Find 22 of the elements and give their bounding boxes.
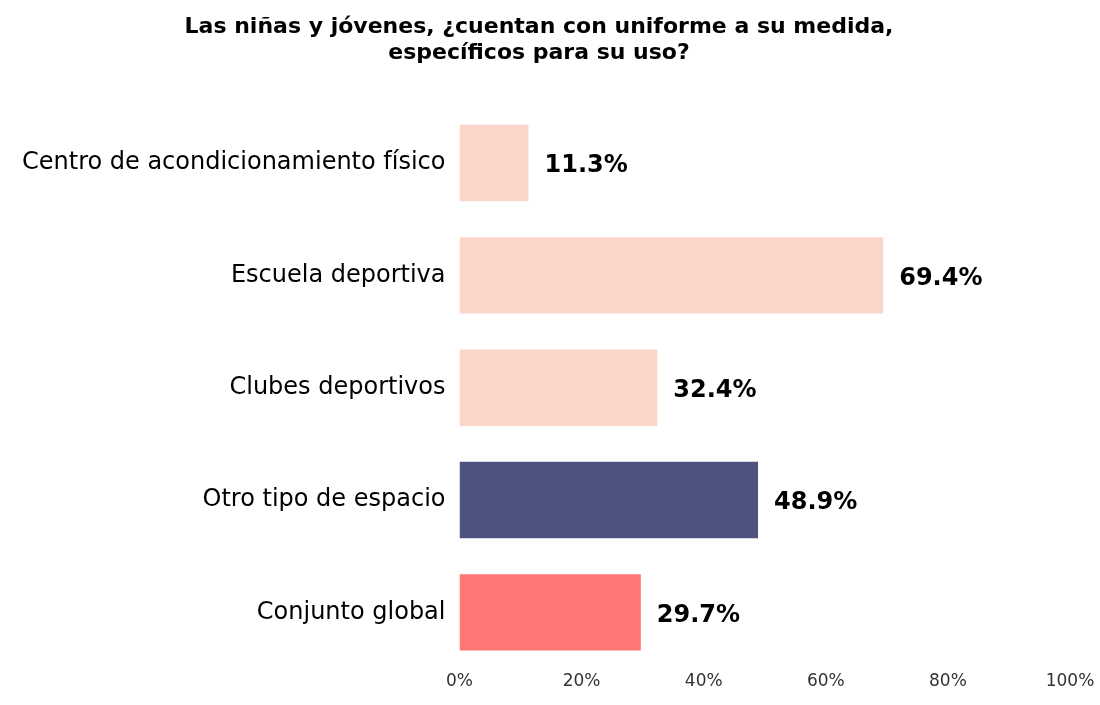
bar (459, 124, 529, 202)
y-tick-label: Centro de acondicionamiento físico (21, 147, 446, 176)
bar (459, 237, 884, 314)
x-tick-label: 0% (446, 670, 473, 691)
data-label: 32.4% (673, 374, 757, 403)
x-tick-label: 40% (684, 670, 723, 691)
x-tick-label: 20% (562, 670, 601, 691)
y-tick-label: Escuela deportiva (230, 259, 446, 288)
bar (459, 574, 641, 651)
data-label: 69.4% (899, 262, 983, 291)
y-tick-label: Conjunto global (256, 596, 446, 625)
x-tick-label: 100% (1045, 670, 1095, 691)
data-label: 11.3% (544, 150, 628, 179)
chart-title: Las niñas y jóvenes, ¿cuentan con uniforme a su medida, específicos para su uso? (184, 12, 894, 65)
bar (459, 461, 759, 539)
x-tick-label: 60% (806, 670, 845, 691)
data-label: 29.7% (656, 599, 741, 628)
y-tick-label: Otro tipo de espacio (202, 484, 446, 513)
x-tick-label: 80% (929, 670, 967, 691)
data-label: 48.9% (774, 487, 858, 516)
bar (459, 349, 658, 426)
y-tick-label: Clubes deportivos (229, 371, 446, 400)
